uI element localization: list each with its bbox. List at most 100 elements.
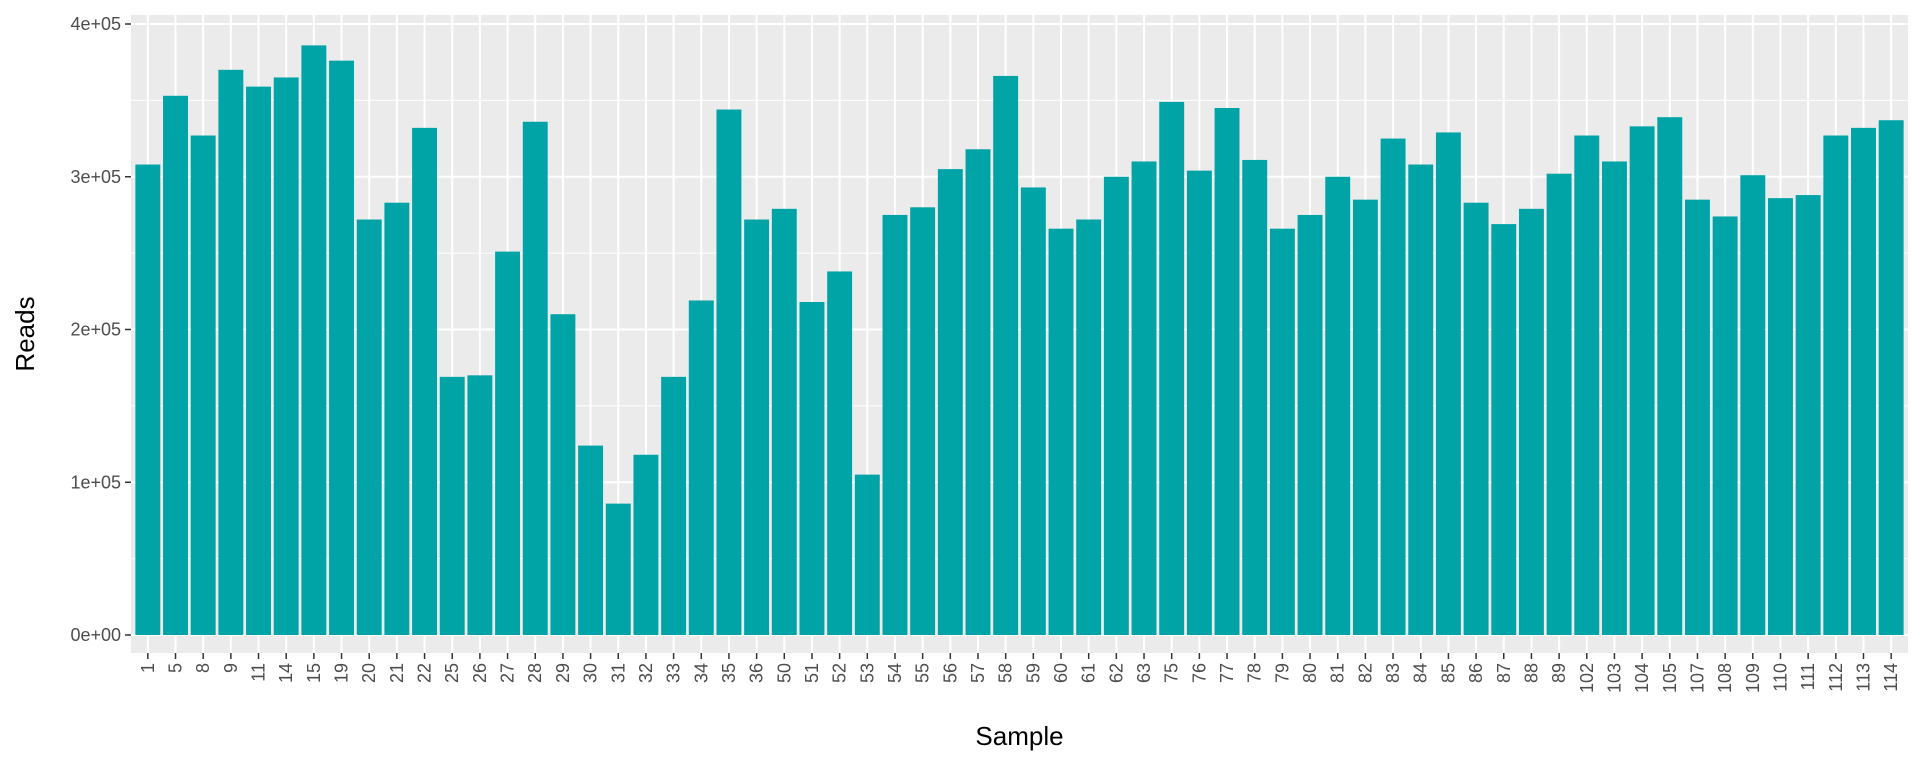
- bar-21: [384, 202, 410, 635]
- bar-89: [1546, 173, 1572, 635]
- bar-87: [1491, 224, 1517, 636]
- x-tick-label: 52: [830, 663, 850, 683]
- bar-107: [1685, 199, 1710, 635]
- bar-111: [1795, 195, 1821, 635]
- x-tick-label: 89: [1549, 663, 1569, 683]
- x-tick-label: 59: [1023, 663, 1043, 683]
- x-tick-label: 58: [996, 663, 1016, 683]
- x-tick-label: 61: [1079, 663, 1099, 683]
- x-tick-label: 9: [221, 663, 241, 673]
- bar-60: [1048, 228, 1074, 635]
- x-tick-label: 78: [1245, 663, 1265, 683]
- x-tick-label: 62: [1106, 663, 1126, 683]
- bar-35: [716, 109, 742, 636]
- x-tick-label: 20: [359, 663, 379, 683]
- bar-28: [522, 121, 548, 635]
- x-tick-label: 111: [1798, 663, 1818, 690]
- x-tick-label: 109: [1743, 663, 1763, 693]
- bar-108: [1712, 216, 1738, 635]
- bar-1: [135, 164, 161, 635]
- x-tick-label: 108: [1715, 663, 1735, 693]
- bar-114: [1878, 120, 1904, 636]
- bar-75: [1159, 101, 1185, 636]
- x-tick-label: 102: [1577, 663, 1597, 693]
- bar-77: [1214, 108, 1240, 635]
- x-tick-label: 57: [968, 663, 988, 683]
- bar-63: [1131, 161, 1157, 635]
- x-tick-label: 113: [1853, 663, 1873, 692]
- bar-52: [827, 271, 853, 635]
- y-tick-label: 4e+05: [70, 14, 121, 34]
- bar-29: [550, 314, 576, 635]
- bar-36: [744, 219, 770, 635]
- x-tick-label: 34: [691, 663, 711, 683]
- x-tick-label: 110: [1770, 663, 1790, 692]
- y-axis-title: Reads: [10, 296, 40, 371]
- x-tick-label: 25: [442, 663, 462, 683]
- bar-83: [1380, 138, 1406, 635]
- y-axis: 0e+00 1e+05 2e+05 3e+05 4e+05: [70, 14, 131, 645]
- x-tick-label: 79: [1272, 663, 1292, 683]
- bar-79: [1269, 228, 1295, 635]
- x-tick-label: 112: [1826, 663, 1846, 692]
- x-axis: 1 5 8 9 11 14 15 19 20 21 22 25 26 27 28 29 30 31 32 33 34 35…: [138, 653, 1901, 693]
- y-tick-label: 0e+00: [70, 625, 121, 645]
- x-tick-label: 114: [1881, 663, 1901, 692]
- bar-25: [439, 376, 465, 635]
- x-tick-label: 86: [1466, 663, 1486, 683]
- x-tick-label: 33: [664, 663, 684, 683]
- x-tick-label: 29: [553, 663, 573, 683]
- bar-34: [688, 300, 714, 635]
- x-tick-label: 21: [387, 663, 407, 683]
- x-tick-label: 32: [636, 663, 656, 683]
- bar-9: [218, 69, 244, 635]
- x-tick-label: 81: [1328, 663, 1348, 683]
- bar-32: [633, 454, 659, 635]
- bar-8: [190, 135, 216, 635]
- bar-51: [799, 302, 825, 635]
- x-tick-label: 63: [1134, 663, 1154, 683]
- bar-80: [1297, 214, 1323, 635]
- x-tick-label: 60: [1051, 663, 1071, 683]
- x-tick-label: 5: [166, 663, 186, 673]
- bar-103: [1601, 161, 1627, 635]
- bar-20: [356, 219, 382, 635]
- bar-112: [1823, 135, 1849, 635]
- y-tick-label: 1e+05: [70, 472, 121, 492]
- x-tick-label: 84: [1411, 663, 1431, 683]
- x-axis-title: Sample: [975, 721, 1063, 751]
- bar-88: [1518, 208, 1544, 635]
- bar-113: [1851, 127, 1876, 636]
- y-tick-label: 3e+05: [70, 167, 121, 187]
- x-tick-label: 30: [581, 663, 601, 683]
- x-tick-label: 105: [1660, 663, 1680, 693]
- x-tick-label: 26: [470, 663, 490, 683]
- x-tick-label: 31: [608, 663, 628, 683]
- bar-15: [301, 45, 327, 635]
- bar-19: [329, 60, 354, 636]
- x-tick-label: 28: [525, 663, 545, 683]
- x-tick-label: 35: [719, 663, 739, 683]
- bar-5: [163, 95, 188, 636]
- x-tick-label: 82: [1355, 663, 1375, 683]
- bar-55: [910, 207, 936, 636]
- x-tick-label: 8: [193, 663, 213, 673]
- x-tick-label: 19: [332, 663, 352, 683]
- x-tick-label: 14: [276, 663, 296, 683]
- x-tick-label: 22: [415, 663, 435, 683]
- x-tick-label: 76: [1189, 663, 1209, 683]
- bar-58: [993, 75, 1019, 635]
- bar-59: [1020, 187, 1046, 635]
- bar-14: [273, 77, 299, 635]
- bar-105: [1657, 117, 1683, 636]
- bar-86: [1463, 202, 1489, 635]
- bar-33: [661, 376, 687, 635]
- x-tick-label: 85: [1438, 663, 1458, 683]
- bar-84: [1408, 164, 1434, 635]
- bar-62: [1103, 176, 1129, 635]
- bar-104: [1629, 126, 1655, 635]
- bar-54: [882, 214, 908, 635]
- y-tick-label: 2e+05: [70, 320, 121, 340]
